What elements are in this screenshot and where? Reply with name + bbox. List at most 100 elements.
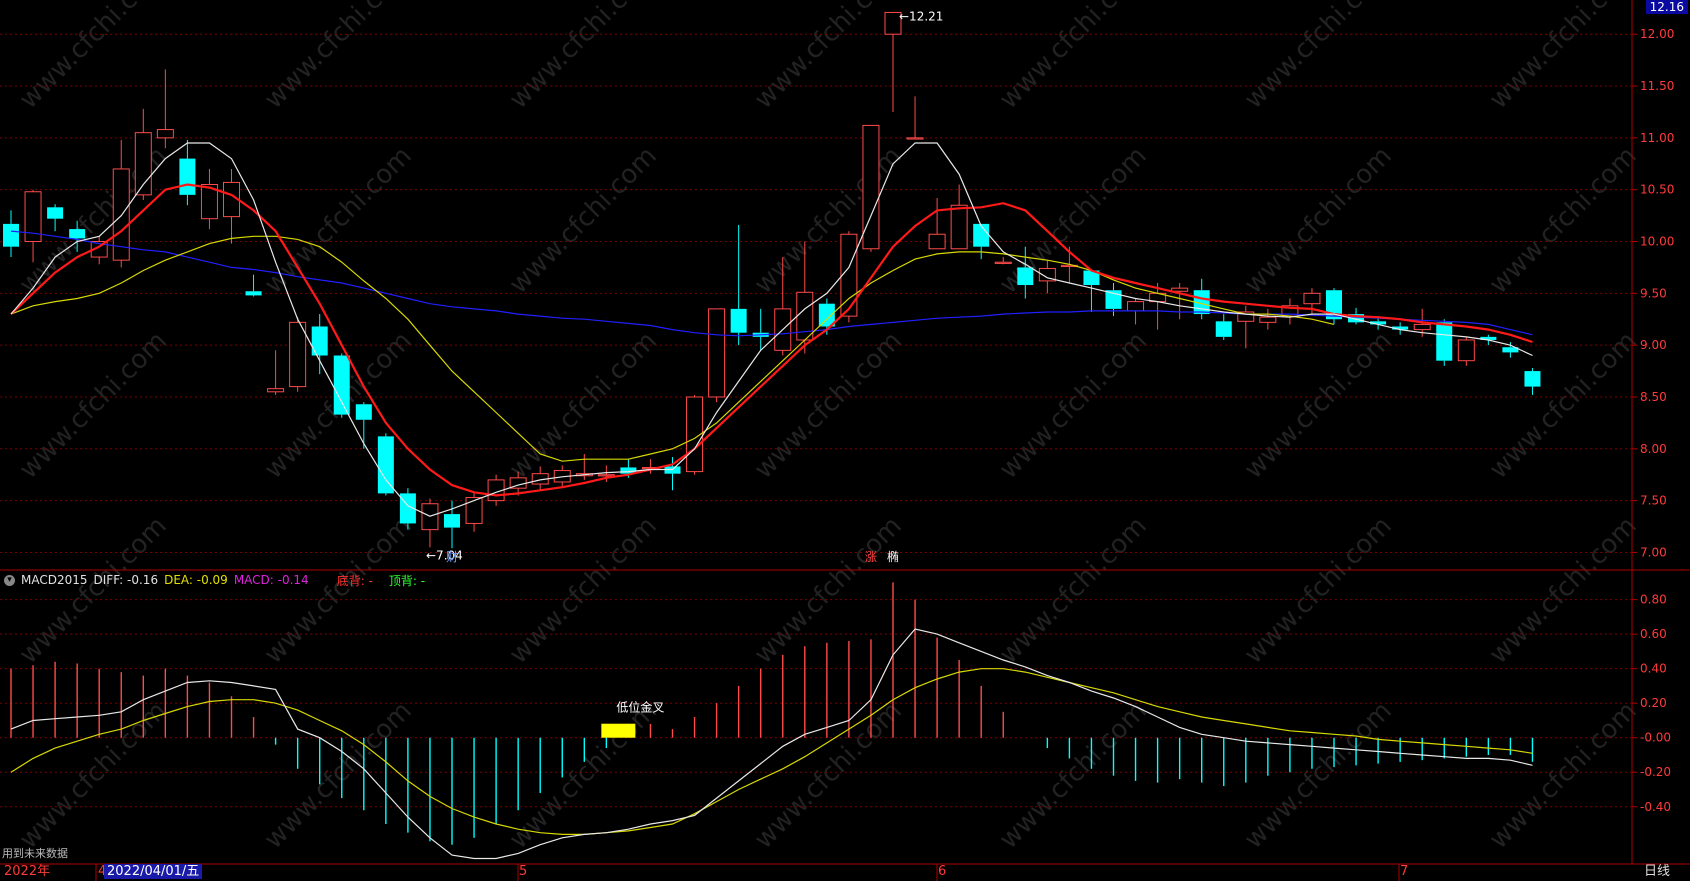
watermark-text: www.cfchi.com <box>504 326 663 485</box>
candle-body-down <box>1370 321 1387 325</box>
price-tick-label: 10.50 <box>1640 183 1674 197</box>
watermark-text: www.cfchi.com <box>749 0 908 115</box>
candle-body-down <box>1502 347 1519 353</box>
month-label-7: 7 <box>1400 864 1409 879</box>
watermark-text: www.cfchi.com <box>14 326 173 485</box>
candle-body-up <box>1038 267 1056 282</box>
candle-body-down <box>818 303 835 327</box>
candle <box>421 498 439 548</box>
candle <box>444 500 460 549</box>
price-tick-label: 9.50 <box>1640 286 1667 300</box>
candle-body-down <box>355 404 372 420</box>
candle-body-up <box>1259 316 1277 323</box>
candle <box>377 433 394 496</box>
candle-body-down <box>1480 336 1497 340</box>
year-label: 2022年 <box>4 864 51 879</box>
candle-body-up <box>1171 287 1189 292</box>
candle-body-down <box>1392 326 1409 330</box>
candle <box>1038 260 1056 294</box>
candle <box>112 139 130 268</box>
candle <box>906 96 924 140</box>
watermark-text: www.cfchi.com <box>994 696 1153 855</box>
price-tick-label: 7.00 <box>1640 545 1667 559</box>
candle-body-up <box>24 191 42 243</box>
candle-body-up <box>928 233 946 250</box>
price-tick-label: 9.00 <box>1640 338 1667 352</box>
candle-body-up <box>267 388 285 393</box>
future-data-note: 用到未来数据 <box>2 846 68 860</box>
macd-tick-label: 0.20 <box>1640 696 1667 710</box>
candle <box>994 257 1012 265</box>
ma10-line <box>10 183 1533 497</box>
candle <box>730 224 747 346</box>
candle-body-down <box>1348 314 1365 323</box>
watermark-text: www.cfchi.com <box>259 0 418 115</box>
candle-body-down <box>1105 290 1122 309</box>
top-divergence-label: 顶背: - <box>388 573 426 588</box>
watermark-text: www.cfchi.com <box>1239 696 1398 855</box>
candle-body-up <box>1303 292 1321 305</box>
candle <box>1326 288 1342 325</box>
candle <box>465 492 483 532</box>
current-price-badge: 12.16 <box>1645 0 1688 14</box>
candle-body-down <box>179 158 196 195</box>
dea-value: DEA: -0.09 <box>164 573 228 587</box>
macd-value: MACD: -0.14 <box>233 573 309 587</box>
watermark-text: www.cfchi.com <box>14 511 173 670</box>
candle <box>200 168 218 230</box>
candle-body-down <box>1436 322 1453 361</box>
indicator-settings-icon[interactable]: ▾ <box>4 574 15 586</box>
candle-body-up <box>950 204 968 250</box>
macd-tick-label: 0.40 <box>1640 662 1667 676</box>
candle <box>1215 314 1232 340</box>
candle-body-down <box>1215 321 1232 337</box>
period-label[interactable]: 日线 <box>1644 864 1671 879</box>
candle-body-up <box>1413 323 1431 331</box>
ma60-line <box>10 230 1533 337</box>
dea-line <box>10 668 1533 836</box>
candle <box>134 108 152 201</box>
candle <box>575 453 593 480</box>
candle <box>664 457 681 491</box>
price-tick-label: 8.50 <box>1640 390 1667 404</box>
watermark-text: www.cfchi.com <box>14 0 173 115</box>
candle <box>950 184 968 250</box>
candle-body-down <box>973 223 990 247</box>
candle-body-down <box>245 291 262 296</box>
candle-body-up <box>156 129 174 139</box>
left-month-marker: 4 <box>98 864 107 879</box>
candle <box>24 189 42 263</box>
price-tick-label: 11.50 <box>1640 79 1674 93</box>
candle-body-up <box>1237 311 1255 322</box>
indicator-name[interactable]: MACD2015 <box>21 573 88 587</box>
candle <box>1105 282 1122 317</box>
candle <box>311 314 328 375</box>
month-label-5: 5 <box>519 864 528 879</box>
candle-body-down <box>47 207 64 219</box>
candle <box>1392 322 1409 335</box>
candle-body-up <box>1457 339 1475 362</box>
macd-tick-label: -0.00 <box>1640 731 1671 745</box>
watermark-text: www.cfchi.com <box>749 511 908 670</box>
candle-body-up <box>112 168 130 261</box>
watermark-text: www.cfchi.com <box>259 511 418 670</box>
candle-body-up <box>708 308 726 398</box>
candle-body-down <box>69 229 86 239</box>
macd-tick-label: 0.80 <box>1640 593 1667 607</box>
candle <box>223 168 240 244</box>
watermark-text: www.cfchi.com <box>994 0 1153 115</box>
macd-tick-label: 0.60 <box>1640 627 1667 641</box>
watermark-text: www.cfchi.com <box>504 141 663 300</box>
ex-marker: 椭 <box>887 549 899 564</box>
candle <box>1436 319 1453 366</box>
macd-tick-label: -0.20 <box>1640 765 1671 779</box>
watermark-text: www.cfchi.com <box>1484 141 1643 300</box>
price-tick-label: 7.50 <box>1640 494 1667 508</box>
candle <box>862 124 880 252</box>
watermark-text: www.cfchi.com <box>1484 0 1643 115</box>
watermark-text: www.cfchi.com <box>1239 141 1398 300</box>
candle <box>1281 298 1299 325</box>
finance-marker: 财 <box>446 550 458 564</box>
watermark-text: www.cfchi.com <box>1239 326 1398 485</box>
